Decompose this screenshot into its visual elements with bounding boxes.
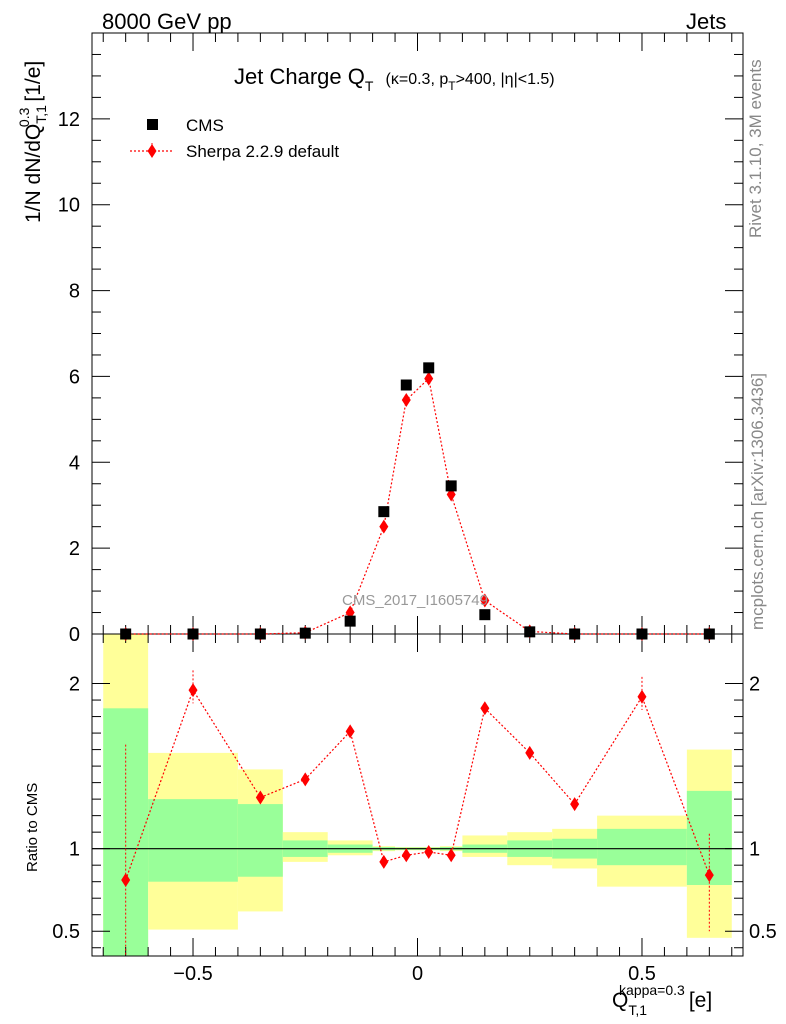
legend-sherpa-marker [147,144,157,158]
y-tick-label-main: 8 [69,281,80,303]
side-label-mcplots: mcplots.cern.ch [arXiv:1306.3436] [748,372,767,630]
title-cuts-rest: >400, |η|<1.5) [456,71,555,88]
y-axis-label-sup: 0.3 [16,107,32,127]
sherpa-point-main [379,519,389,534]
y-axis-label-ratio: Ratio to CMS [24,783,41,872]
y-axis-label-sub: T,1 [33,105,49,124]
cms-point [524,626,536,638]
sherpa-point-ratio [345,724,355,739]
sherpa-point-ratio [255,790,265,805]
cms-point [636,628,648,640]
sherpa-line-main [125,377,710,635]
cms-point [479,609,491,621]
sherpa-point-ratio [401,848,411,863]
sherpa-line-ratio [125,688,710,881]
sherpa-point-ratio [188,683,198,698]
sherpa-point-ratio [300,772,310,787]
axis-ticks [92,32,743,956]
y-tick-label-ratio-right: 0.5 [749,921,777,943]
band-1sigma-bin [237,804,283,877]
y-axis-label-unit: [1/e] [22,61,45,102]
sherpa-point-main [401,393,411,408]
cms-point [703,628,715,640]
cms-point [400,379,412,391]
plot-title: Jet Charge QT (κ=0.3, pT>400, |η|<1.5) [234,64,555,96]
sherpa-point-ratio [525,745,535,760]
watermark: CMS_2017_I1605749 [342,592,488,609]
title-cuts: (κ=0.3, p [386,71,449,88]
title-cuts-sub: T [448,79,456,93]
sherpa-point-ratio [446,848,456,863]
x-axis-label: QT,1kappa=0.3 [e] [612,982,712,1018]
legend-cms-marker [147,119,158,130]
x-tick-label: 0.5 [628,963,656,985]
cms-point [299,627,311,639]
x-axis-label-sup: kappa=0.3 [619,982,685,998]
cms-point [187,628,199,640]
legend-cms-label: CMS [186,116,224,135]
legend-sherpa-label: Sherpa 2.2.9 default [186,142,339,161]
sherpa-point-ratio [637,689,647,704]
sherpa-point-ratio [121,873,131,888]
cms-point [254,628,266,640]
sherpa-point-ratio [480,701,490,716]
y-tick-label-ratio-left: 1 [69,839,80,861]
sherpa-point-ratio [704,868,714,883]
y-tick-label-main: 0 [69,624,80,646]
y-tick-label-ratio-right: 1 [749,839,760,861]
header-right: Jets [686,9,727,34]
y-tick-label-main: 4 [69,452,80,474]
band-1sigma-bin [148,799,238,882]
title-main-sub: T [365,78,374,94]
y-tick-label-main: 12 [58,109,80,131]
y-tick-label-main: 10 [58,195,80,217]
cms-point [569,628,581,640]
y-tick-label-ratio-right: 2 [749,674,760,696]
x-axis-label-unit: [e] [689,989,712,1012]
title-main: Jet Charge Q [234,64,365,89]
sherpa-point-ratio [570,797,580,812]
y-tick-label-ratio-left: 2 [69,674,80,696]
sherpa-point-ratio [379,854,389,869]
x-axis-label-sub: T,1 [628,1002,647,1018]
band-1sigma-bin [597,828,687,866]
y-tick-label-ratio-left: 0.5 [52,921,80,943]
y-tick-label-main: 6 [69,366,80,388]
sherpa-point-main [480,593,490,608]
cms-point [378,506,390,518]
x-tick-label: 0 [412,963,423,985]
ratio-uncertainty-bands [103,634,732,956]
cms-point [344,615,356,627]
header-left: 8000 GeV pp [102,9,232,34]
x-tick-label: −0.5 [173,963,212,985]
y-axis-label-main: 1/N dN/dQT,10.3[1/e] [16,61,49,223]
cms-point [423,362,435,374]
main-cms-series [120,362,715,640]
cms-point [120,628,132,640]
sherpa-point-main [424,371,434,386]
y-tick-label-main: 2 [69,538,80,560]
sherpa-point-ratio [424,844,434,859]
ratio-sherpa-series [121,670,714,956]
side-label-rivet: Rivet 3.1.10, 3M events [746,59,765,238]
cms-point [445,480,457,492]
legend: CMS Sherpa 2.2.9 default [130,116,339,161]
